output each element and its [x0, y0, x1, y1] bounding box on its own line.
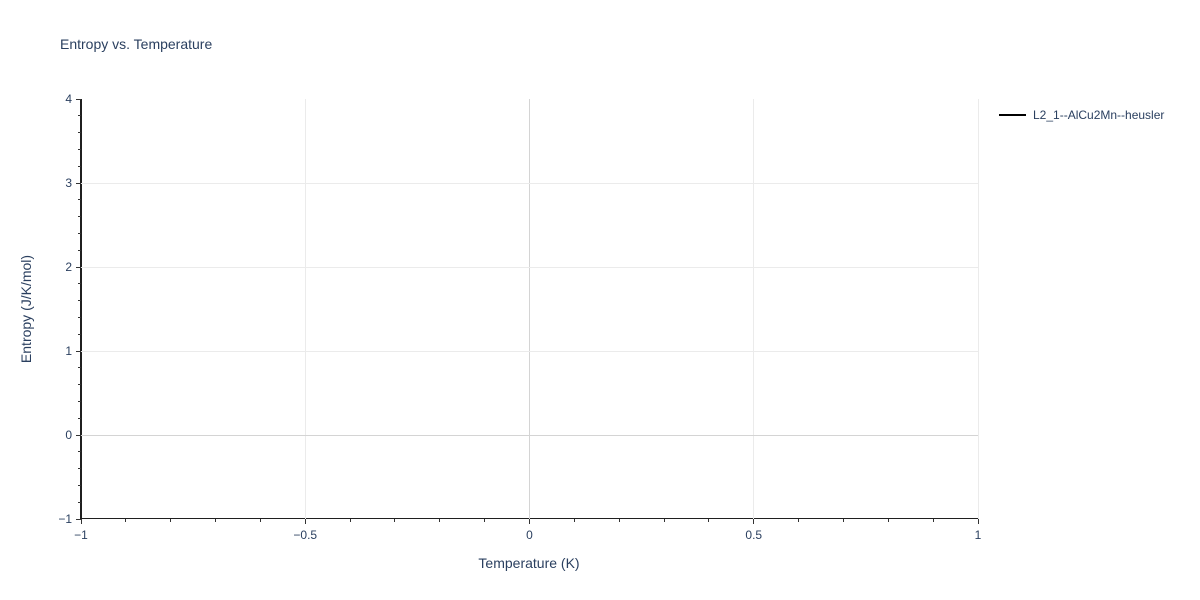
- x-minor-tick: [394, 519, 396, 522]
- x-minor-tick: [125, 519, 127, 522]
- y-minor-tick: [78, 216, 81, 218]
- y-tick-label: 2: [65, 260, 72, 274]
- y-tick-label: 0: [65, 428, 72, 442]
- y-major-tick: [76, 518, 81, 520]
- y-minor-tick: [78, 333, 81, 335]
- y-tick-label: 3: [65, 176, 72, 190]
- y-axis-title: Entropy (J/K/mol): [18, 254, 34, 364]
- y-minor-tick: [78, 484, 81, 486]
- x-minor-tick: [798, 519, 800, 522]
- chart-title: Entropy vs. Temperature: [60, 36, 213, 52]
- legend-label: L2_1--AlCu2Mn--heusler: [1033, 108, 1165, 122]
- x-minor-tick: [484, 519, 486, 522]
- y-minor-tick: [78, 115, 81, 117]
- legend-item[interactable]: L2_1--AlCu2Mn--heusler: [999, 107, 1164, 123]
- y-major-tick: [76, 98, 81, 100]
- legend-line-swatch: [999, 114, 1026, 116]
- x-major-tick: [80, 519, 82, 524]
- x-minor-tick: [618, 519, 620, 522]
- x-tick-label: 1: [974, 528, 982, 542]
- y-tick-label: −1: [58, 512, 72, 526]
- x-minor-tick: [170, 519, 172, 522]
- x-minor-tick: [887, 519, 889, 522]
- y-minor-tick: [78, 451, 81, 453]
- y-minor-tick: [78, 400, 81, 402]
- plot-area[interactable]: −1 −0.5 0 0.5 1 −1 0 1 2 3 4: [58, 92, 981, 542]
- x-gridline: [977, 99, 979, 519]
- y-gridline: [81, 350, 978, 352]
- y-major-tick: [76, 182, 81, 184]
- y-tick-label: 4: [65, 92, 72, 106]
- x-minor-tick: [439, 519, 441, 522]
- y-major-tick: [76, 434, 81, 436]
- y-minor-tick: [78, 417, 81, 419]
- y-minor-tick: [78, 199, 81, 201]
- y-gridline: [81, 266, 978, 268]
- y-minor-tick: [78, 132, 81, 134]
- y-major-tick: [76, 266, 81, 268]
- y-minor-tick: [78, 165, 81, 167]
- x-minor-tick: [663, 519, 665, 522]
- x-major-tick: [977, 519, 979, 524]
- x-gridline: [304, 99, 306, 519]
- x-gridline: [753, 99, 755, 519]
- legend: L2_1--AlCu2Mn--heusler: [999, 107, 1164, 123]
- y-minor-tick: [78, 249, 81, 251]
- y-minor-tick: [78, 232, 81, 234]
- y-axis-line: [80, 99, 82, 519]
- y-minor-tick: [78, 316, 81, 318]
- x-major-tick: [529, 519, 530, 524]
- y-minor-tick: [78, 367, 81, 369]
- y-minor-tick: [78, 300, 81, 302]
- x-minor-tick: [842, 519, 844, 522]
- x-major-tick: [753, 519, 755, 524]
- y-minor-tick: [78, 148, 81, 150]
- x-minor-tick: [573, 519, 575, 522]
- y-minor-tick: [78, 501, 81, 503]
- x-zeroline: [529, 99, 530, 519]
- x-minor-tick: [932, 519, 934, 522]
- series-layer: [81, 99, 978, 519]
- x-minor-tick: [215, 519, 217, 522]
- y-major-tick: [76, 350, 81, 352]
- x-tick-label: −1: [74, 528, 88, 542]
- x-tick-label: 0: [526, 528, 533, 542]
- x-tick-label: −0.5: [293, 528, 318, 542]
- x-minor-tick: [349, 519, 351, 522]
- y-gridline: [81, 182, 978, 184]
- y-tick-label: 1: [65, 344, 72, 358]
- x-major-tick: [304, 519, 306, 524]
- x-axis-title: Temperature (K): [478, 555, 580, 571]
- y-minor-tick: [78, 468, 81, 470]
- x-tick-label: 0.5: [745, 528, 763, 542]
- y-minor-tick: [78, 283, 81, 285]
- x-minor-tick: [708, 519, 710, 522]
- x-minor-tick: [259, 519, 261, 522]
- y-zeroline: [81, 434, 978, 436]
- y-minor-tick: [78, 384, 81, 386]
